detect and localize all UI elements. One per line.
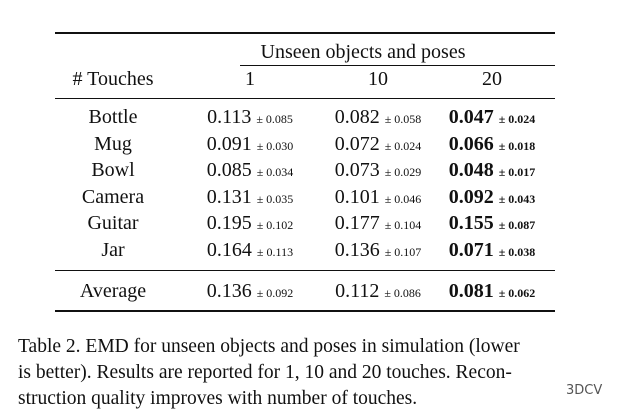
top-rule — [55, 32, 555, 34]
row-label: Camera — [81, 185, 145, 208]
cell: 0.177 ± 0.104 — [335, 213, 422, 235]
cell: 0.085 ± 0.034 — [207, 160, 294, 182]
cell-std: ± 0.092 — [256, 286, 294, 300]
cell-std: ± 0.017 — [498, 165, 536, 180]
cell: 0.091 ± 0.030 — [207, 134, 294, 156]
cell-mean: 0.131 — [206, 185, 252, 208]
caption-line: is better). Results are reported for 1, … — [18, 362, 512, 383]
cell-std: ± 0.029 — [384, 165, 422, 180]
cell-mean: 0.066 — [448, 132, 494, 155]
watermark: 3DCV — [566, 383, 603, 398]
cell-mean: 0.091 — [206, 132, 252, 155]
cell-mean: 0.048 — [448, 159, 494, 182]
cell: 0.092 ± 0.043 — [449, 187, 536, 209]
cell-std: ± 0.087 — [498, 218, 536, 233]
cell-mean: 0.136 — [206, 280, 252, 302]
column-header: 20 — [482, 68, 502, 90]
cell-std: ± 0.107 — [384, 245, 422, 259]
cell-mean: 0.073 — [334, 159, 380, 182]
header-rule — [55, 98, 555, 99]
row-label: Bowl — [91, 159, 135, 182]
cell: 0.164 ± 0.113 — [207, 240, 293, 262]
cell-std: ± 0.018 — [498, 138, 536, 153]
cell: 0.131 ± 0.035 — [207, 187, 294, 209]
cell: 0.048 ± 0.017 — [449, 160, 536, 182]
cell-std: ± 0.086 — [384, 286, 421, 300]
cell-std: ± 0.038 — [498, 245, 536, 259]
cell-std: ± 0.046 — [384, 191, 422, 206]
caption-line: struction quality improves with number o… — [18, 388, 418, 409]
cell-std: ± 0.058 — [384, 112, 422, 126]
cell-std: ± 0.030 — [256, 138, 294, 153]
row-label: Bottle — [88, 106, 138, 128]
cell: 0.136 ± 0.107 — [335, 240, 422, 262]
cell: 0.136 ± 0.092 — [207, 281, 294, 303]
cell-mean: 0.072 — [334, 132, 380, 155]
cell: 0.073 ± 0.029 — [335, 160, 422, 182]
cell-mean: 0.112 — [335, 280, 380, 302]
row-label: Jar — [101, 239, 125, 261]
cell-mean: 0.195 — [206, 212, 252, 235]
cell-std: ± 0.062 — [498, 286, 536, 300]
cell-mean: 0.092 — [448, 185, 494, 208]
cell: 0.082 ± 0.058 — [335, 107, 422, 129]
footer-rule — [55, 270, 555, 271]
cell-mean: 0.164 — [206, 239, 252, 261]
cell-mean: 0.177 — [334, 212, 380, 235]
cell: 0.113 ± 0.085 — [207, 107, 293, 129]
bottom-rule — [55, 310, 555, 312]
caption-line: Table 2. EMD for unseen objects and pose… — [18, 336, 520, 357]
column-header: 10 — [368, 68, 388, 90]
cell: 0.072 ± 0.024 — [335, 134, 422, 156]
cell-mean: 0.085 — [206, 159, 252, 182]
cell-mean: 0.136 — [334, 239, 380, 261]
cell-mean: 0.047 — [448, 106, 494, 128]
row-label: Guitar — [87, 212, 139, 235]
cell: 0.112 ± 0.086 — [335, 281, 421, 303]
cell-mean: 0.071 — [448, 239, 494, 261]
cell-std: ± 0.104 — [384, 218, 422, 233]
cell: 0.101 ± 0.046 — [335, 187, 422, 209]
cell-std: ± 0.024 — [498, 112, 536, 126]
cell-std: ± 0.102 — [256, 218, 294, 233]
cell-std: ± 0.035 — [256, 191, 294, 206]
cell-std: ± 0.043 — [498, 191, 536, 206]
column-header: 1 — [245, 68, 255, 90]
row-label: Average — [79, 280, 147, 302]
group-rule — [240, 65, 555, 66]
cell: 0.155 ± 0.087 — [449, 213, 536, 235]
cell-mean: 0.155 — [448, 212, 494, 235]
cell-std: ± 0.113 — [256, 245, 294, 259]
cell: 0.047 ± 0.024 — [449, 107, 536, 129]
cell: 0.081 ± 0.062 — [449, 281, 536, 303]
cell-std: ± 0.085 — [256, 112, 293, 126]
cell-mean: 0.081 — [448, 280, 494, 302]
cell: 0.066 ± 0.018 — [449, 134, 536, 156]
cell-mean: 0.101 — [334, 185, 380, 208]
column-header: # Touches — [72, 68, 154, 90]
cell-mean: 0.113 — [207, 106, 252, 128]
cell: 0.195 ± 0.102 — [207, 213, 294, 235]
cell-mean: 0.082 — [334, 106, 380, 128]
row-label: Mug — [94, 132, 132, 155]
cell: 0.071 ± 0.038 — [449, 240, 536, 262]
cell-std: ± 0.024 — [384, 138, 422, 153]
group-header: Unseen objects and poses — [260, 41, 466, 63]
cell-std: ± 0.034 — [256, 165, 294, 180]
